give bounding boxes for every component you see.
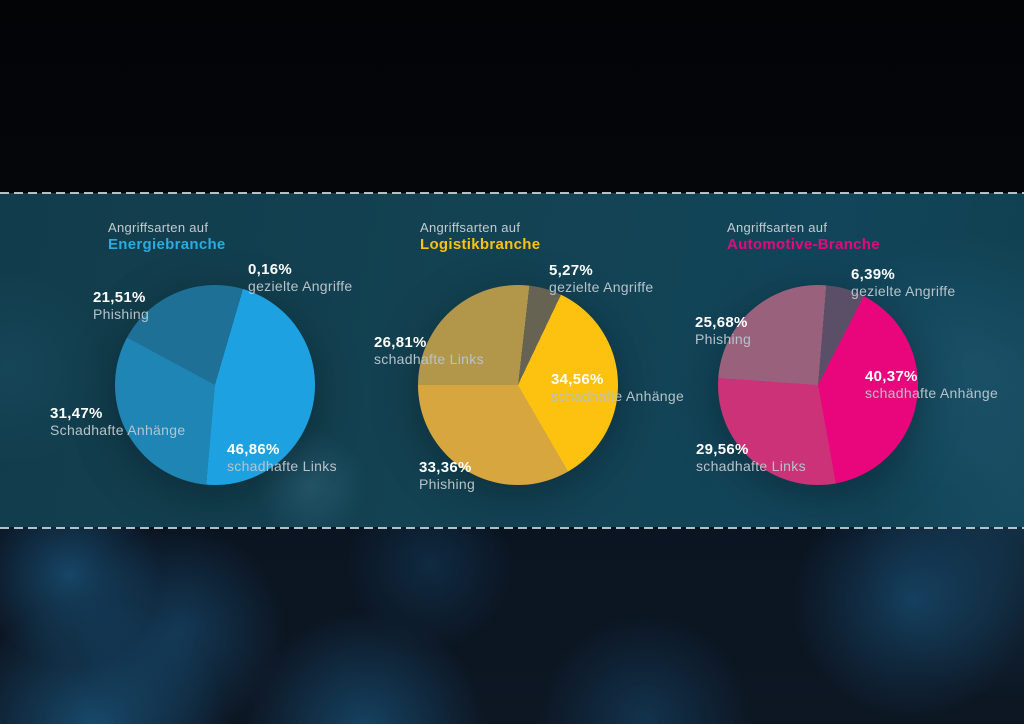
pie-value: 26,81% (374, 334, 427, 351)
chart-title-line1: Angriffsarten auf (727, 220, 828, 235)
chart-title-energiebranche: Angriffsarten auf Energiebranche (108, 219, 226, 253)
pie-chart-energiebranche (115, 285, 315, 485)
pie-label-energie-schadhafte-links: 46,86% schadhafte Links (227, 441, 337, 475)
chart-title-line2: Energiebranche (108, 236, 226, 253)
pie-label-energie-schadhafte-anhaenge: 31,47% Schadhafte Anhänge (50, 405, 185, 439)
pie-value: 40,37% (865, 368, 918, 385)
chart-title-line1: Angriffsarten auf (420, 220, 521, 235)
chart-title-logistikbranche: Angriffsarten auf Logistikbranche (420, 219, 540, 253)
pie-label-logistik-gezielte-angriffe: 5,27% gezielte Angriffe (549, 262, 653, 296)
pie-value: 33,36% (419, 459, 472, 476)
pie-label-automotive-phishing: 25,68% Phishing (695, 314, 751, 348)
pie-label-automotive-schadhafte-links: 29,56% schadhafte Links (696, 441, 806, 475)
pie-label-automotive-gezielte-angriffe: 6,39% gezielte Angriffe (851, 266, 955, 300)
pie-category: gezielte Angriffe (851, 283, 956, 299)
pie-label-logistik-schadhafte-anhaenge: 34,56% schadhafte Anhänge (551, 371, 684, 405)
pie-category: gezielte Angriffe (248, 278, 353, 294)
pie-label-logistik-schadhafte-links: 26,81% schadhafte Links (374, 334, 484, 368)
dashed-divider-top (0, 192, 1024, 194)
pie-category: schadhafte Links (374, 351, 484, 367)
chart-title-line2: Automotive-Branche (727, 236, 880, 253)
pie-value: 5,27% (549, 262, 594, 279)
pie-category: Phishing (695, 331, 752, 347)
pie-category: schadhafte Links (227, 458, 337, 474)
pie-category: Schadhafte Anhänge (50, 422, 186, 438)
pie-value: 25,68% (695, 314, 748, 331)
pie-category: schadhafte Anhänge (865, 385, 999, 401)
pie-category: gezielte Angriffe (549, 279, 654, 295)
pie-label-automotive-schadhafte-anhaenge: 40,37% schadhafte Anhänge (865, 368, 998, 402)
pie-category: schadhafte Anhänge (551, 388, 685, 404)
pie-label-logistik-phishing: 33,36% Phishing (419, 459, 475, 493)
chart-title-line2: Logistikbranche (420, 236, 541, 253)
pie-category: Phishing (93, 306, 150, 322)
pie-chart-automotive-branche (718, 285, 918, 485)
pie-value: 46,86% (227, 441, 280, 458)
pie-category: Phishing (419, 476, 476, 492)
chart-title-line1: Angriffsarten auf (108, 220, 209, 235)
pie-chart-logistikbranche (418, 285, 618, 485)
pie-value: 34,56% (551, 371, 604, 388)
pie-value: 21,51% (93, 289, 146, 306)
pie-value: 31,47% (50, 405, 103, 422)
pie-category: schadhafte Links (696, 458, 806, 474)
pie-value: 0,16% (248, 261, 293, 278)
pie-value: 6,39% (851, 266, 896, 283)
pie-label-energie-gezielte-angriffe: 0,16% gezielte Angriffe (248, 261, 352, 295)
pie-value: 29,56% (696, 441, 749, 458)
chart-title-automotive-branche: Angriffsarten auf Automotive-Branche (727, 219, 880, 253)
pie-label-energie-phishing: 21,51% Phishing (93, 289, 149, 323)
dashed-divider-bottom (0, 527, 1024, 529)
